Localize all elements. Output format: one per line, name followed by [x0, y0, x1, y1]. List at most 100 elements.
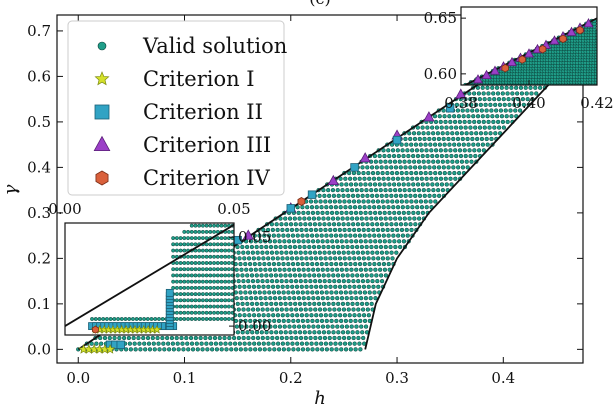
valid-point [377, 210, 383, 216]
valid-point [377, 261, 382, 267]
inset-bl-valid-point [149, 317, 154, 321]
valid-point [494, 85, 500, 90]
valid-point [463, 125, 468, 130]
valid-point [476, 148, 482, 153]
valid-point [299, 256, 304, 261]
inset-bl-valid-point [174, 261, 179, 265]
valid-point [434, 153, 440, 159]
valid-point [379, 250, 385, 255]
inset-bl-valid-point [104, 317, 109, 321]
valid-point [303, 222, 308, 227]
valid-point [315, 296, 321, 301]
valid-point [301, 267, 306, 272]
valid-point [332, 199, 338, 204]
valid-point [327, 250, 332, 255]
valid-point [353, 347, 358, 352]
valid-point [290, 233, 296, 238]
valid-point [242, 256, 247, 261]
valid-point [335, 216, 341, 221]
valid-point [342, 227, 347, 233]
valid-point [327, 199, 333, 204]
valid-point [360, 222, 365, 227]
valid-point [388, 244, 393, 250]
valid-point [324, 261, 329, 267]
valid-point [357, 313, 362, 318]
valid-point [234, 267, 239, 272]
valid-point [310, 318, 315, 324]
inset-bl-valid-point [223, 298, 228, 303]
valid-point [356, 307, 361, 312]
valid-point [361, 170, 366, 176]
inset-bl-valid-point [182, 267, 187, 272]
valid-point [423, 170, 428, 176]
valid-point [378, 187, 383, 193]
y-ticks: 0.00.10.20.30.40.50.60.7 [27, 22, 583, 358]
y-tick-label: 0.3 [27, 204, 51, 222]
inset-bl-valid-point [223, 310, 228, 315]
valid-point [417, 165, 423, 170]
valid-point [347, 341, 352, 346]
valid-point [285, 227, 290, 233]
inset-tr-criterion-iv-point [576, 25, 584, 35]
valid-point [387, 153, 392, 159]
valid-point [337, 307, 342, 312]
valid-point [277, 324, 283, 329]
valid-point [404, 170, 409, 176]
inset-bl-valid-point [174, 285, 179, 290]
valid-point [305, 205, 310, 210]
inset-bl-valid-point [219, 298, 224, 303]
valid-point [267, 239, 273, 244]
valid-point [381, 261, 387, 267]
valid-point [469, 131, 474, 136]
valid-point [353, 182, 359, 187]
valid-point [454, 131, 460, 136]
valid-point [271, 261, 277, 267]
valid-point [272, 296, 278, 301]
valid-point [349, 239, 354, 244]
valid-point [283, 244, 288, 250]
valid-point [336, 330, 341, 335]
valid-point [454, 102, 460, 107]
valid-point [514, 85, 519, 90]
valid-point [328, 341, 333, 346]
inset-bl-valid-point [238, 224, 241, 227]
valid-point [390, 199, 395, 204]
valid-point [319, 205, 324, 210]
valid-point [269, 301, 274, 307]
inset-bl-valid-point [212, 292, 217, 297]
valid-point [329, 347, 334, 352]
valid-point [346, 250, 351, 255]
valid-point [296, 296, 302, 301]
valid-point [331, 222, 337, 227]
inset-bl-valid-point [226, 298, 231, 303]
inset-tr-x-tick-label: 0.40 [512, 94, 545, 112]
valid-point [235, 301, 240, 307]
inset-bl-valid-point [223, 304, 228, 309]
valid-point [260, 307, 265, 312]
valid-point [339, 267, 345, 272]
valid-point [295, 233, 300, 238]
valid-point [265, 278, 270, 284]
valid-point [273, 324, 278, 329]
valid-point [391, 153, 397, 159]
valid-point [457, 148, 463, 153]
inset-bl-valid-point [226, 242, 231, 247]
inset-bl-valid-point [204, 304, 209, 309]
valid-point [344, 324, 350, 329]
valid-point [439, 153, 444, 159]
valid-point [392, 159, 398, 164]
valid-point [193, 335, 198, 341]
legend-label: Criterion II [143, 100, 263, 124]
inset-bl-valid-point [193, 261, 198, 265]
valid-point [292, 273, 298, 278]
valid-point [291, 347, 296, 352]
valid-point [287, 239, 292, 244]
valid-point [420, 210, 426, 216]
valid-point [99, 341, 104, 346]
valid-point [318, 335, 323, 341]
valid-point [171, 347, 177, 352]
inset-bl-valid-point [230, 279, 234, 284]
valid-point [274, 222, 279, 227]
valid-point [438, 176, 444, 181]
